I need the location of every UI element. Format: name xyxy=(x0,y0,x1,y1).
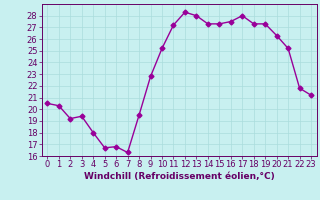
X-axis label: Windchill (Refroidissement éolien,°C): Windchill (Refroidissement éolien,°C) xyxy=(84,172,275,181)
